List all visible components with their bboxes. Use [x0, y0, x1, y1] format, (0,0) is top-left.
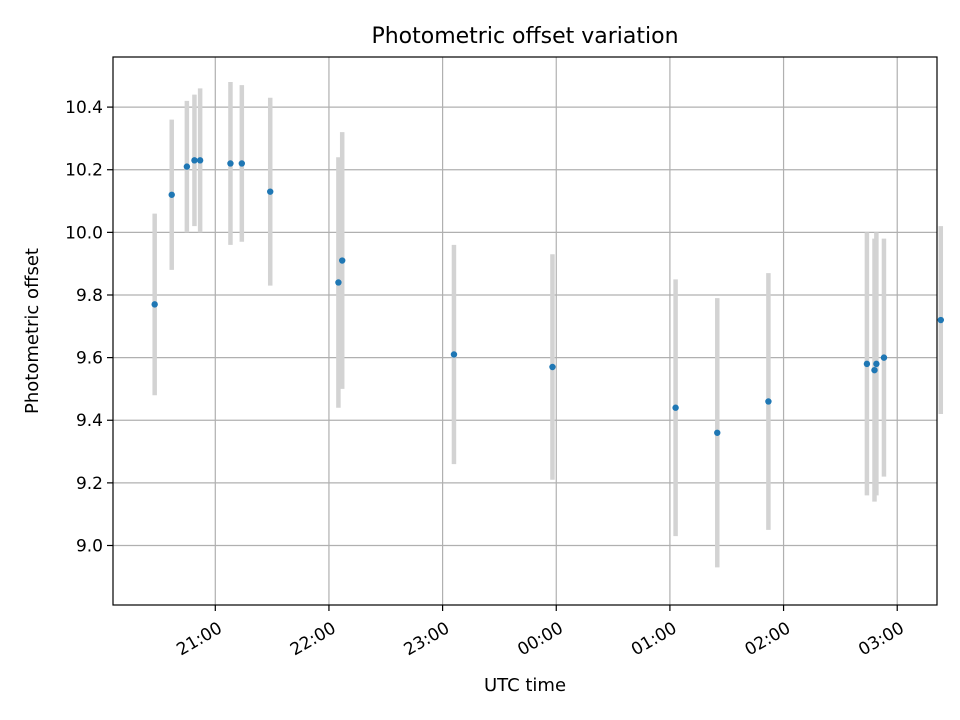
y-tick-label: 9.8 [76, 286, 103, 306]
data-point [937, 316, 944, 324]
data-point [863, 360, 871, 368]
data-point [227, 160, 234, 167]
data-point [765, 398, 772, 405]
data-point [450, 351, 458, 358]
y-tick-label: 10.0 [65, 223, 103, 243]
x-tick-label: 03:00 [855, 618, 907, 660]
x-tick-label: 02:00 [742, 618, 794, 660]
x-tick-label: 22:00 [287, 618, 339, 660]
grid-lines [113, 57, 937, 605]
y-tick-label: 10.4 [65, 98, 103, 118]
x-tick-label: 21:00 [173, 618, 225, 660]
data-point [335, 279, 342, 286]
data-point [339, 257, 346, 264]
data-points [151, 157, 944, 436]
y-axis-ticks: 9.0 9.2 9.4 9.6 9.8 10.0 10.2 10.4 [65, 98, 113, 557]
plot-frame [112, 56, 938, 606]
data-point [871, 366, 878, 374]
data-point [151, 301, 158, 308]
x-tick-label: 01:00 [628, 618, 680, 660]
data-point [873, 360, 880, 368]
error-bars [152, 82, 944, 568]
data-point [196, 157, 204, 164]
data-point [549, 363, 556, 371]
chart-title: Photometric offset variation [371, 24, 678, 49]
data-point [191, 157, 198, 164]
data-point [183, 163, 191, 170]
data-point [267, 188, 274, 195]
data-point [714, 429, 721, 436]
data-point [238, 160, 246, 167]
data-point [880, 354, 888, 361]
y-tick-label: 9.6 [76, 349, 103, 369]
y-tick-label: 10.2 [65, 161, 103, 181]
data-point [168, 191, 175, 198]
y-tick-label: 9.0 [76, 537, 103, 557]
x-axis-label: UTC time [484, 675, 566, 696]
data-point [672, 404, 679, 411]
x-tick-label: 23:00 [401, 618, 453, 660]
x-axis-ticks: 21:00 22:00 23:00 00:00 01:00 02:00 03:00 [173, 605, 908, 660]
y-axis-label: Photometric offset [22, 248, 43, 414]
x-tick-label: 00:00 [514, 618, 566, 660]
y-tick-label: 9.2 [76, 474, 103, 494]
y-tick-label: 9.4 [76, 411, 103, 431]
